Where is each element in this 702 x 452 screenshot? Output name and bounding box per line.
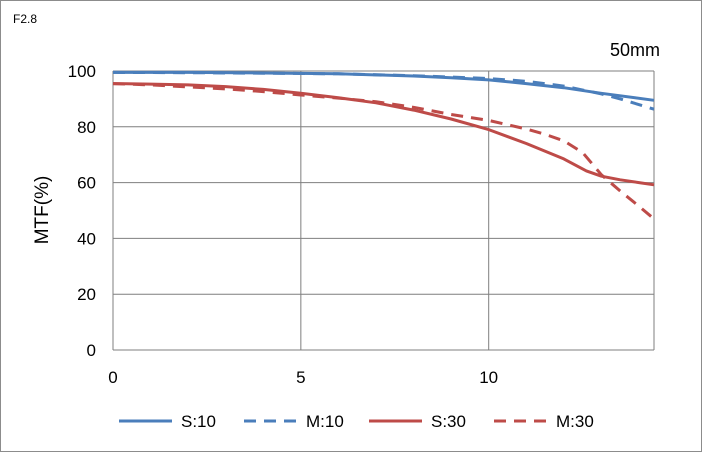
y-tick-label: 20: [77, 285, 96, 304]
aperture-label: F2.8: [13, 12, 38, 26]
legend-label: M:10: [306, 412, 344, 431]
grid: [112, 70, 654, 351]
x-tick-label: 0: [108, 368, 117, 387]
x-tick-label: 10: [479, 368, 498, 387]
y-tick-label: 0: [87, 341, 96, 360]
y-tick-label: 60: [77, 174, 96, 193]
tick-labels: 0 20 40 60 80 100 0 5 10: [68, 62, 499, 387]
series-line-m-30: [112, 82, 655, 221]
x-tick-label: 5: [296, 368, 305, 387]
legend-label: S:30: [431, 412, 466, 431]
legend-label: M:30: [556, 412, 594, 431]
y-tick-label: 100: [68, 62, 96, 81]
y-tick-label: 80: [77, 118, 96, 137]
series-line-s-30: [112, 82, 655, 187]
legend: S:10 M:10 S:30 M:30: [119, 412, 594, 431]
y-axis-label: MTF(%): [32, 176, 53, 245]
focal-length-label: 50mm: [609, 40, 660, 60]
legend-label: S:10: [181, 412, 216, 431]
y-tick-label: 40: [77, 229, 96, 248]
series-lines: [112, 70, 655, 221]
